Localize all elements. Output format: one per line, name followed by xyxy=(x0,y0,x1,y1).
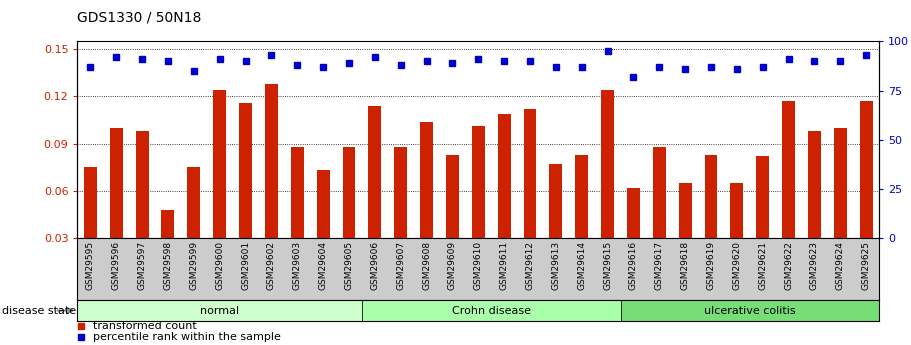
Text: GSM29617: GSM29617 xyxy=(655,241,664,290)
Text: GSM29622: GSM29622 xyxy=(784,241,793,290)
Bar xyxy=(497,114,510,285)
Text: GSM29625: GSM29625 xyxy=(862,241,871,290)
Bar xyxy=(601,90,614,285)
Text: GSM29603: GSM29603 xyxy=(292,241,302,290)
Text: GSM29600: GSM29600 xyxy=(215,241,224,290)
Text: GSM29610: GSM29610 xyxy=(474,241,483,290)
Text: ulcerative colitis: ulcerative colitis xyxy=(704,306,795,315)
Bar xyxy=(679,183,691,285)
Text: transformed count: transformed count xyxy=(94,321,197,331)
Text: GSM29618: GSM29618 xyxy=(681,241,690,290)
Bar xyxy=(343,147,355,285)
Bar xyxy=(84,167,97,285)
Text: GSM29601: GSM29601 xyxy=(241,241,250,290)
Bar xyxy=(472,126,485,285)
Text: GSM29613: GSM29613 xyxy=(551,241,560,290)
Text: GSM29596: GSM29596 xyxy=(112,241,121,290)
Text: GSM29604: GSM29604 xyxy=(319,241,328,290)
Bar xyxy=(109,128,123,285)
Text: normal: normal xyxy=(200,306,240,315)
Text: GSM29616: GSM29616 xyxy=(629,241,638,290)
Bar xyxy=(446,155,459,285)
Bar xyxy=(394,147,407,285)
Text: GSM29608: GSM29608 xyxy=(422,241,431,290)
Text: GSM29599: GSM29599 xyxy=(189,241,199,290)
Bar xyxy=(368,106,382,285)
Text: GSM29621: GSM29621 xyxy=(758,241,767,290)
Bar xyxy=(620,300,879,321)
Text: GSM29619: GSM29619 xyxy=(707,241,715,290)
Bar xyxy=(860,101,873,285)
Bar xyxy=(77,300,362,321)
Bar xyxy=(834,128,847,285)
Bar xyxy=(420,122,433,285)
Text: GSM29614: GSM29614 xyxy=(578,241,586,290)
Text: Crohn disease: Crohn disease xyxy=(452,306,531,315)
Text: GSM29606: GSM29606 xyxy=(371,241,379,290)
Text: GSM29624: GSM29624 xyxy=(835,241,844,290)
Text: GSM29612: GSM29612 xyxy=(526,241,535,290)
Bar xyxy=(239,103,252,285)
Bar xyxy=(575,155,589,285)
Bar xyxy=(317,170,330,285)
Text: GSM29605: GSM29605 xyxy=(344,241,353,290)
Bar xyxy=(653,147,666,285)
Bar xyxy=(161,210,174,285)
Text: GDS1330 / 50N18: GDS1330 / 50N18 xyxy=(77,10,202,24)
Text: GSM29623: GSM29623 xyxy=(810,241,819,290)
Text: GSM29615: GSM29615 xyxy=(603,241,612,290)
Bar xyxy=(627,188,640,285)
Text: GSM29597: GSM29597 xyxy=(138,241,147,290)
Text: percentile rank within the sample: percentile rank within the sample xyxy=(94,333,281,342)
Text: GSM29595: GSM29595 xyxy=(86,241,95,290)
Text: GSM29607: GSM29607 xyxy=(396,241,405,290)
Bar xyxy=(704,155,718,285)
Text: disease state: disease state xyxy=(2,306,76,315)
Bar xyxy=(549,164,562,285)
Bar xyxy=(731,183,743,285)
Text: GSM29609: GSM29609 xyxy=(448,241,457,290)
Bar xyxy=(362,300,620,321)
Bar xyxy=(291,147,303,285)
Text: GSM29611: GSM29611 xyxy=(499,241,508,290)
Bar xyxy=(783,101,795,285)
Bar xyxy=(524,109,537,285)
Text: GSM29620: GSM29620 xyxy=(732,241,742,290)
Text: GSM29598: GSM29598 xyxy=(163,241,172,290)
Bar xyxy=(808,131,821,285)
Bar xyxy=(136,131,148,285)
Bar xyxy=(756,156,769,285)
Bar xyxy=(213,90,226,285)
Text: GSM29602: GSM29602 xyxy=(267,241,276,290)
Bar xyxy=(188,167,200,285)
Bar xyxy=(265,84,278,285)
